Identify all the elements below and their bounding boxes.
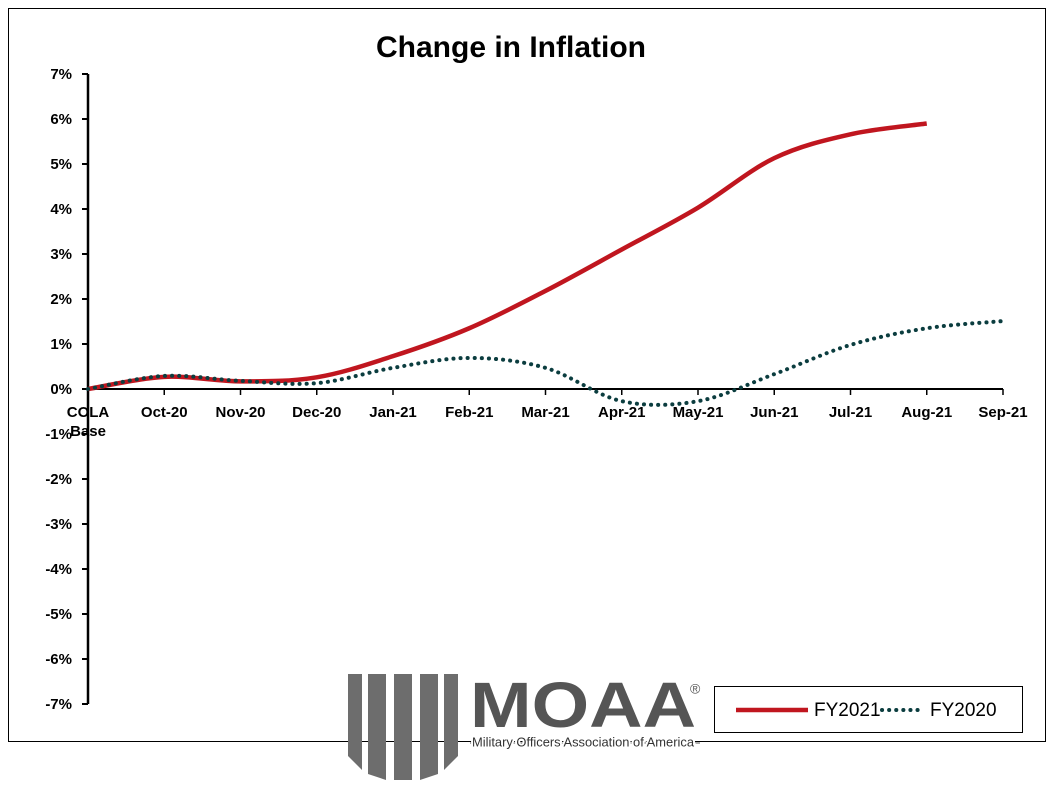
- x-tick-label: Mar-21: [521, 404, 570, 421]
- x-tick-label: Sep-21: [978, 404, 1028, 421]
- y-tick-label: 0%: [50, 381, 72, 398]
- x-tick-label: Jan-21: [369, 404, 417, 421]
- x-tick-label: May-21: [672, 404, 724, 421]
- x-tick-label: Dec-20: [292, 404, 342, 421]
- y-tick-label: 6%: [50, 111, 72, 128]
- x-tick-label: Oct-20: [140, 404, 188, 421]
- x-tick-label: Apr-21: [597, 404, 646, 421]
- x-tick-label: COLA Base: [66, 404, 110, 440]
- y-tick-label: 1%: [50, 336, 72, 353]
- x-tick-label: Nov-20: [215, 404, 266, 421]
- logo-mark: ®: [690, 681, 701, 697]
- x-tick-label: Jul-21: [828, 404, 873, 421]
- y-tick-label: 5%: [50, 156, 72, 173]
- y-tick-label: -2%: [45, 471, 72, 488]
- y-tick-label: -6%: [45, 651, 72, 668]
- y-tick-label: -7%: [45, 696, 72, 713]
- legend-label: FY2021: [814, 700, 881, 721]
- series-line: [87, 121, 928, 392]
- x-tick-label: Feb-21: [445, 404, 494, 421]
- y-tick-label: -5%: [45, 606, 72, 623]
- logo: MOAA ® Military Officers Association of …: [348, 669, 701, 780]
- y-tick-label: 4%: [50, 201, 72, 218]
- logo-name: MOAA: [470, 669, 696, 741]
- x-tick-label: Jun-21: [750, 404, 799, 421]
- y-tick-label: 3%: [50, 246, 72, 263]
- logo-tagline: Military Officers Association of America: [472, 734, 695, 749]
- y-tick-label: -4%: [45, 561, 72, 578]
- x-tick-label: Aug-21: [901, 404, 953, 421]
- legend-label: FY2020: [930, 700, 997, 721]
- chart-border: [8, 8, 1046, 742]
- chart-title: Change in Inflation: [376, 31, 646, 64]
- y-tick-label: -1%: [45, 426, 72, 443]
- y-tick-label: -3%: [45, 516, 72, 533]
- legend-box: [714, 686, 1023, 733]
- y-tick-label: 7%: [50, 66, 72, 83]
- y-tick-label: 2%: [50, 291, 72, 308]
